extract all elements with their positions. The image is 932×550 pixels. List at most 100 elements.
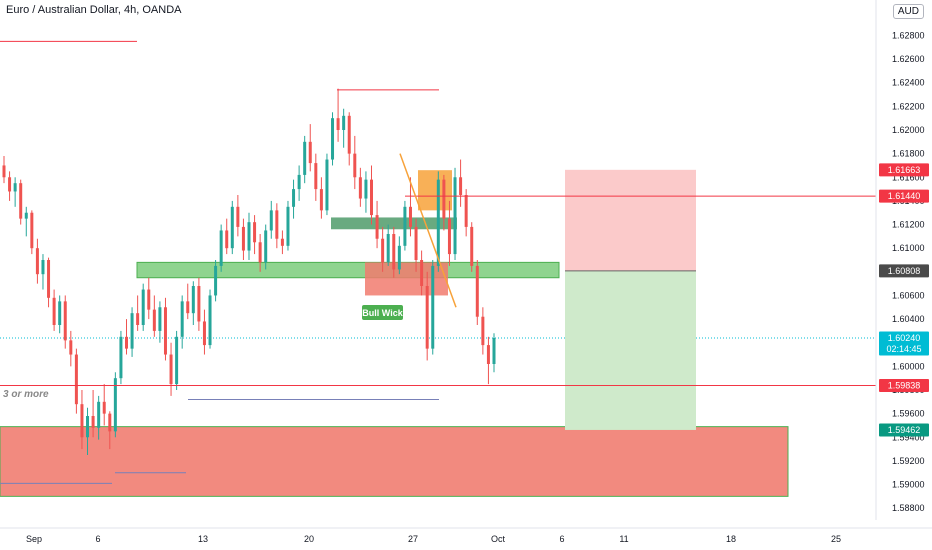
candle-body bbox=[163, 307, 167, 355]
candle-body bbox=[325, 159, 329, 211]
candle-body bbox=[492, 338, 496, 364]
candle-body bbox=[247, 222, 251, 251]
price-axis: 1.58800 1.59000 1.59200 1.59400 1.59600 1.598… bbox=[875, 0, 932, 520]
candle-body bbox=[147, 289, 151, 310]
price-tick: 1.62000 bbox=[892, 125, 925, 135]
price-tick: 1.62800 bbox=[892, 30, 925, 40]
candles-layer bbox=[2, 88, 496, 455]
price-tick: 1.60000 bbox=[892, 361, 925, 371]
time-tick: Sep bbox=[26, 534, 42, 544]
currency-button[interactable]: AUD bbox=[892, 4, 924, 19]
chart-title: Euro / Australian Dollar, 4h, OANDA bbox=[6, 4, 182, 16]
candle-body bbox=[47, 260, 51, 298]
candle-body bbox=[35, 248, 39, 275]
candle-body bbox=[8, 177, 12, 192]
candle-body bbox=[336, 118, 340, 130]
candle-body bbox=[269, 210, 273, 231]
price-tick: 1.61600 bbox=[892, 172, 925, 182]
time-tick: 6 bbox=[559, 534, 564, 544]
red-box bbox=[365, 262, 448, 296]
price-tick: 1.59600 bbox=[892, 409, 925, 419]
candle-body bbox=[41, 260, 45, 275]
candle-body bbox=[286, 206, 290, 246]
price-label-bg bbox=[879, 189, 929, 203]
candle-body bbox=[408, 206, 412, 227]
candle-body bbox=[91, 416, 95, 428]
candle-body bbox=[197, 286, 201, 322]
candle-body bbox=[69, 340, 73, 355]
candle-body bbox=[225, 230, 229, 249]
time-tick: 27 bbox=[408, 534, 418, 544]
candle-body bbox=[342, 115, 346, 130]
mid-zone bbox=[331, 217, 457, 230]
price-tick: 1.62200 bbox=[892, 101, 925, 111]
candle-body bbox=[125, 336, 128, 349]
candle-body bbox=[280, 238, 284, 246]
price-tick: 1.61000 bbox=[892, 243, 925, 253]
candle-body bbox=[475, 265, 479, 317]
overlays-layer: Bull Wick 3 or more bbox=[0, 40, 876, 484]
candle-body bbox=[136, 313, 140, 325]
candle-body bbox=[353, 153, 357, 178]
candle-body bbox=[58, 301, 62, 325]
candle-body bbox=[308, 141, 312, 164]
candle-body bbox=[219, 230, 223, 266]
price-label: 1.59838 bbox=[888, 381, 921, 391]
time-tick: 25 bbox=[831, 534, 841, 544]
price-label: 1.59462 bbox=[888, 425, 921, 435]
orange-trendline bbox=[399, 153, 457, 308]
candle-body bbox=[175, 336, 179, 385]
candle-body bbox=[258, 242, 262, 263]
candle-body bbox=[108, 413, 112, 432]
stop-zone bbox=[565, 169, 696, 271]
time-tick: 11 bbox=[619, 534, 628, 544]
candle-body bbox=[364, 179, 368, 199]
candle-body bbox=[403, 206, 407, 246]
price-tick: 1.61800 bbox=[892, 149, 925, 159]
price-tick: 1.61200 bbox=[892, 220, 925, 230]
candle-body bbox=[2, 165, 6, 178]
candle-body bbox=[24, 212, 28, 219]
candle-body bbox=[275, 210, 279, 239]
candle-body bbox=[52, 297, 56, 325]
candle-body bbox=[74, 354, 78, 405]
candle-body bbox=[13, 183, 17, 192]
candle-body bbox=[297, 174, 301, 190]
candle-body bbox=[158, 307, 162, 331]
candle-body bbox=[486, 345, 490, 364]
price-tick: 1.59000 bbox=[892, 480, 925, 490]
price-label: 1.60240 bbox=[888, 333, 921, 343]
candle-body bbox=[169, 354, 173, 385]
candle-body bbox=[358, 177, 362, 199]
demand-zone bbox=[0, 426, 789, 497]
price-label-bg bbox=[879, 163, 929, 177]
candle-body bbox=[141, 289, 145, 325]
price-tick: 1.60400 bbox=[892, 314, 925, 324]
candle-body bbox=[453, 177, 457, 255]
price-label: 1.61663 bbox=[888, 165, 921, 175]
price-label-bg bbox=[879, 264, 929, 278]
candle-body bbox=[202, 321, 206, 346]
time-tick: 20 bbox=[304, 534, 314, 544]
candle-body bbox=[180, 301, 184, 337]
candle-body bbox=[431, 265, 435, 349]
candle-body bbox=[331, 118, 335, 160]
candle-body bbox=[236, 206, 240, 227]
candle-body bbox=[481, 316, 485, 346]
support-zone bbox=[136, 261, 560, 279]
price-label: 1.61440 bbox=[888, 191, 921, 201]
candle-body bbox=[442, 179, 446, 219]
candle-body bbox=[152, 309, 156, 331]
countdown-label: 02:14:45 bbox=[886, 344, 921, 354]
candle-body bbox=[303, 141, 307, 175]
candle-body bbox=[381, 238, 385, 263]
price-label-bg bbox=[879, 423, 929, 437]
candle-body bbox=[63, 301, 67, 341]
candle-body bbox=[420, 260, 424, 286]
candle-body bbox=[319, 189, 323, 211]
candle-body bbox=[314, 163, 318, 190]
candle-body bbox=[397, 245, 401, 270]
candle-body bbox=[370, 179, 373, 216]
bull-wick-text: Bull Wick bbox=[362, 308, 403, 318]
